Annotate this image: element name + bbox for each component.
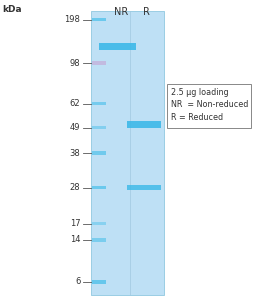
Bar <box>99 43 135 50</box>
Bar <box>91 17 105 21</box>
Bar <box>91 125 105 129</box>
Text: R: R <box>143 7 149 17</box>
Bar <box>91 280 105 284</box>
Text: 98: 98 <box>69 58 80 68</box>
Bar <box>91 221 105 226</box>
Text: 62: 62 <box>69 99 80 108</box>
Bar <box>91 238 105 242</box>
Text: 17: 17 <box>69 219 80 228</box>
Text: 14: 14 <box>70 236 80 244</box>
Bar <box>127 121 160 128</box>
Text: 38: 38 <box>69 148 80 158</box>
Text: kDa: kDa <box>3 4 22 14</box>
Text: 2.5 μg loading
NR  = Non-reduced
R = Reduced: 2.5 μg loading NR = Non-reduced R = Redu… <box>170 88 247 122</box>
Bar <box>91 101 105 105</box>
Text: 28: 28 <box>69 183 80 192</box>
Text: NR: NR <box>114 7 128 17</box>
Text: 198: 198 <box>64 15 80 24</box>
Bar <box>91 185 105 190</box>
Bar <box>166 84 250 128</box>
Bar <box>91 61 105 65</box>
Bar <box>91 151 105 155</box>
Text: 49: 49 <box>70 123 80 132</box>
Bar <box>90 11 164 295</box>
Text: 6: 6 <box>75 278 80 286</box>
Bar <box>127 185 160 190</box>
